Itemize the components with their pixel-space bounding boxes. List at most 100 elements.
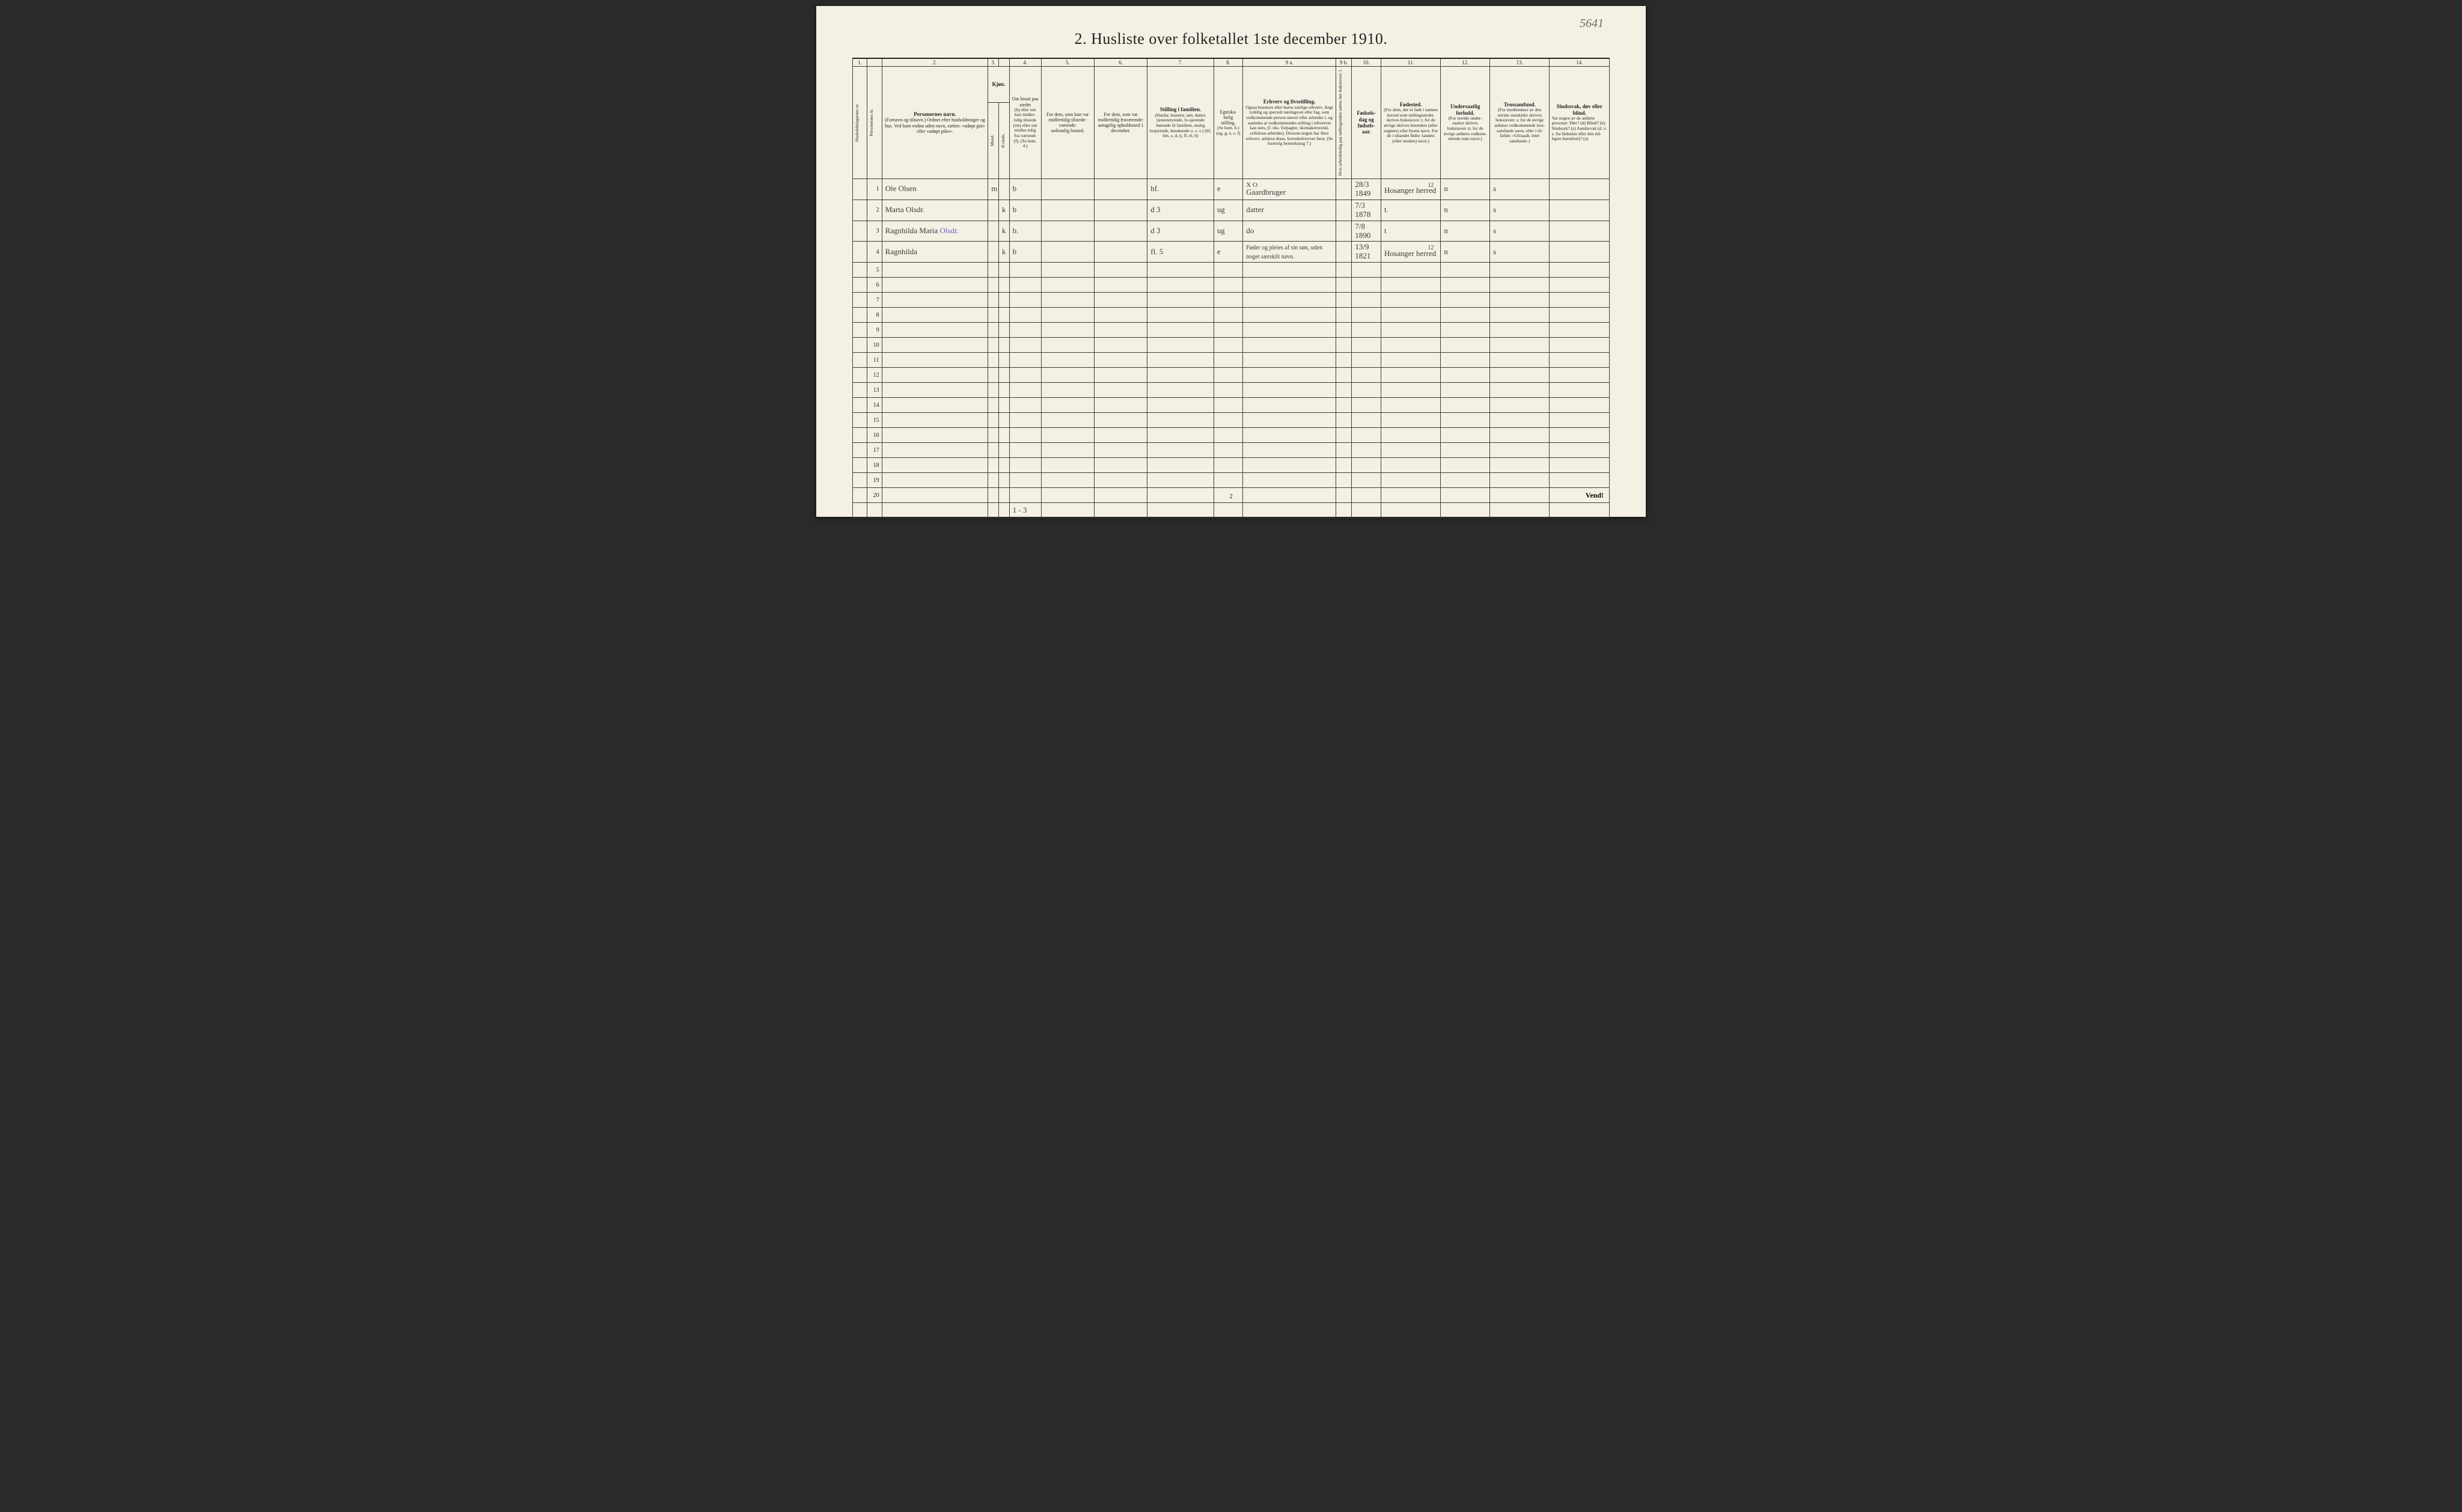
column-number: 14. bbox=[1550, 58, 1610, 67]
tally-row: 1 - 3 bbox=[853, 503, 1610, 518]
column-number: 5. bbox=[1041, 58, 1094, 67]
table-row: 11 bbox=[853, 353, 1610, 368]
table-cell bbox=[1336, 242, 1352, 263]
table-cell bbox=[1550, 178, 1610, 200]
row-number: 8 bbox=[867, 308, 882, 323]
table-cell bbox=[1550, 221, 1610, 242]
table-cell: 7/8 1890 bbox=[1352, 221, 1381, 242]
table-cell: s bbox=[1490, 242, 1550, 263]
table-row: 18 bbox=[853, 458, 1610, 473]
table-cell: k bbox=[998, 221, 1009, 242]
census-table-wrap: 1.2.3.4.5.6.7.8.9 a.9 b.10.11.12.13.14. … bbox=[852, 58, 1610, 518]
column-number: 2. bbox=[882, 58, 988, 67]
table-cell bbox=[853, 200, 867, 221]
column-number: 4. bbox=[1009, 58, 1041, 67]
table-cell: t. bbox=[1381, 200, 1440, 221]
table-cell: b bbox=[1009, 200, 1041, 221]
table-cell: do bbox=[1243, 221, 1336, 242]
table-row: 4Ragnhildakbfl. 5eFøder og pleies af sin… bbox=[853, 242, 1610, 263]
table-cell bbox=[988, 242, 999, 263]
table-cell: k bbox=[998, 200, 1009, 221]
column-number: 12. bbox=[1441, 58, 1490, 67]
row-number: 13 bbox=[867, 383, 882, 398]
table-cell bbox=[1041, 178, 1094, 200]
table-cell: e bbox=[1214, 242, 1243, 263]
table-cell: Ragnhilda bbox=[882, 242, 988, 263]
table-cell: Ole Olsen bbox=[882, 178, 988, 200]
turn-over-note: Vend! bbox=[1586, 491, 1604, 500]
row-number: 17 bbox=[867, 443, 882, 458]
tally-value: 1 - 3 bbox=[1009, 503, 1041, 518]
table-row: 13 bbox=[853, 383, 1610, 398]
table-cell: 1 bbox=[867, 178, 882, 200]
table-row: 6 bbox=[853, 278, 1610, 293]
row-number: 7 bbox=[867, 293, 882, 308]
row-number: 5 bbox=[867, 263, 882, 278]
table-cell: Ragnhilda Maria Olsdr. bbox=[882, 221, 988, 242]
table-row: 17 bbox=[853, 443, 1610, 458]
table-cell: n bbox=[1441, 221, 1490, 242]
col1-label: Husholdningernes nr. bbox=[855, 102, 860, 143]
table-cell: s bbox=[1490, 200, 1550, 221]
table-cell: s bbox=[1490, 221, 1550, 242]
col3-m: Mand. bbox=[990, 133, 995, 147]
table-cell bbox=[853, 221, 867, 242]
table-cell: n bbox=[1441, 178, 1490, 200]
table-header: 1.2.3.4.5.6.7.8.9 a.9 b.10.11.12.13.14. … bbox=[853, 58, 1610, 178]
table-row: 5 bbox=[853, 263, 1610, 278]
table-cell: 4 bbox=[867, 242, 882, 263]
row-number: 6 bbox=[867, 278, 882, 293]
table-cell bbox=[1094, 200, 1147, 221]
col2-sub: (Fornavn og tilnavn.) Ordnet efter husho… bbox=[884, 117, 986, 134]
col8-title: Egteska-belig stilling. bbox=[1216, 109, 1241, 126]
table-cell bbox=[1336, 221, 1352, 242]
table-cell: fl. 5 bbox=[1147, 242, 1214, 263]
column-number bbox=[998, 58, 1009, 67]
table-cell: X OGaardbruger bbox=[1243, 178, 1336, 200]
table-row: 2Marta Olsdr.kbd 3ugdatter7/3 1878t.ns bbox=[853, 200, 1610, 221]
col3-k: Kvinde. bbox=[1001, 132, 1006, 149]
table-cell: Føder og pleies af sin søn, uden noget s… bbox=[1243, 242, 1336, 263]
table-row: 1Ole Olsenmbhf.eX OGaardbruger28/3 18491… bbox=[853, 178, 1610, 200]
column-number: 6. bbox=[1094, 58, 1147, 67]
table-cell: hf. bbox=[1147, 178, 1214, 200]
table-row: 16 bbox=[853, 428, 1610, 443]
row-number: 15 bbox=[867, 413, 882, 428]
table-row: 19 bbox=[853, 473, 1610, 488]
page-title: 2. Husliste over folketallet 1ste decemb… bbox=[816, 6, 1646, 48]
table-cell: s bbox=[1490, 178, 1550, 200]
row-number: 16 bbox=[867, 428, 882, 443]
table-row: 8 bbox=[853, 308, 1610, 323]
table-cell: datter bbox=[1243, 200, 1336, 221]
table-cell: 28/3 1849 bbox=[1352, 178, 1381, 200]
col14-title: Sindssvak, døv eller blind. bbox=[1551, 103, 1607, 116]
table-cell bbox=[1550, 200, 1610, 221]
col6-title: For dem, som var midlertidig fraværende: bbox=[1096, 112, 1145, 123]
column-number: 8. bbox=[1214, 58, 1243, 67]
table-cell: n bbox=[1441, 200, 1490, 221]
row-number: 18 bbox=[867, 458, 882, 473]
row-number: 12 bbox=[867, 368, 882, 383]
table-cell bbox=[1041, 200, 1094, 221]
col5-sub: sedvanlig bosted. bbox=[1043, 128, 1092, 133]
column-number: 11. bbox=[1381, 58, 1440, 67]
row-number: 19 bbox=[867, 473, 882, 488]
table-cell bbox=[1094, 242, 1147, 263]
table-cell: b bbox=[1009, 242, 1041, 263]
census-table: 1.2.3.4.5.6.7.8.9 a.9 b.10.11.12.13.14. … bbox=[852, 58, 1610, 518]
col1b-label: Personernes nr. bbox=[869, 108, 875, 138]
column-number: 1. bbox=[853, 58, 867, 67]
column-number: 9 b. bbox=[1336, 58, 1352, 67]
col4-title: Om bosat paa stedet bbox=[1012, 96, 1039, 107]
column-number bbox=[867, 58, 882, 67]
table-cell: n bbox=[1441, 242, 1490, 263]
table-cell bbox=[853, 178, 867, 200]
table-cell: 2 bbox=[867, 200, 882, 221]
tally-row-body: 1 - 3 bbox=[853, 503, 1610, 518]
table-cell bbox=[1550, 242, 1610, 263]
table-cell bbox=[988, 221, 999, 242]
table-cell bbox=[998, 178, 1009, 200]
column-number: 7. bbox=[1147, 58, 1214, 67]
table-cell bbox=[1336, 178, 1352, 200]
column-number-row: 1.2.3.4.5.6.7.8.9 a.9 b.10.11.12.13.14. bbox=[853, 58, 1610, 67]
